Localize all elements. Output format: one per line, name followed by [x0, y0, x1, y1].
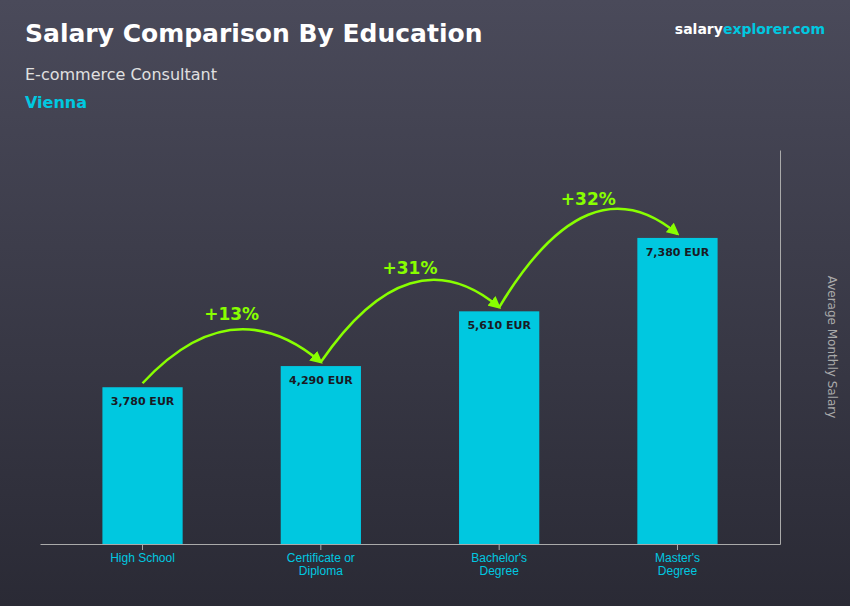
annotations: +13% +31% +32%	[143, 189, 678, 383]
source-part: explorer	[723, 21, 789, 37]
arrow	[499, 209, 677, 308]
plot: High School Certificate orDiploma Bachelor…	[41, 151, 781, 579]
x-tick-label: High School	[110, 551, 175, 565]
x-tick-label: Bachelor'sDegree	[471, 551, 527, 579]
y-axis-line	[780, 151, 781, 545]
subtitle: E-commerce Consultant	[25, 65, 217, 84]
subtitle: Vienna	[25, 93, 87, 112]
arrow	[321, 280, 499, 362]
bars	[102, 238, 717, 544]
x-tick: Master'sDegree	[655, 544, 700, 578]
arrow	[143, 329, 321, 383]
data-label: 4,290 EUR	[289, 374, 353, 387]
y-axis-title: Average Monthly Salary	[825, 276, 839, 419]
data-label: 3,780 EUR	[111, 395, 175, 408]
source-part: .com	[787, 21, 825, 37]
x-tick-mark	[142, 544, 143, 550]
x-tick: High School	[110, 544, 175, 565]
bar	[637, 238, 717, 544]
data-label: 5,610 EUR	[467, 319, 531, 332]
x-tick: Certificate orDiploma	[287, 544, 355, 578]
source-part: salary	[675, 21, 723, 37]
change-label: +13%	[204, 304, 259, 324]
y-axis	[780, 151, 781, 545]
x-tick-mark	[320, 544, 321, 550]
x-axis: High School Certificate orDiploma Bachelor…	[41, 544, 781, 578]
title: Salary Comparison By Education	[25, 19, 482, 48]
data-label: 7,380 EUR	[646, 246, 710, 259]
change-label: +32%	[561, 189, 616, 209]
x-tick-label: Master'sDegree	[655, 551, 700, 579]
source: salaryexplorer.com	[675, 21, 825, 37]
x-tick: Bachelor'sDegree	[471, 544, 527, 578]
change-label: +31%	[383, 258, 438, 278]
background	[0, 0, 850, 606]
x-axis-line	[41, 544, 781, 545]
chart: Salary Comparison By Education E-commerce…	[0, 0, 850, 606]
x-tick-mark	[677, 544, 678, 550]
x-tick-label: Certificate orDiploma	[287, 551, 355, 579]
x-tick-mark	[499, 544, 500, 550]
data-labels: 3,780 EUR 4,290 EUR 5,610 EUR 7,380 EUR	[111, 246, 710, 408]
bar	[459, 311, 539, 544]
bar	[102, 387, 182, 544]
bar	[281, 366, 361, 544]
